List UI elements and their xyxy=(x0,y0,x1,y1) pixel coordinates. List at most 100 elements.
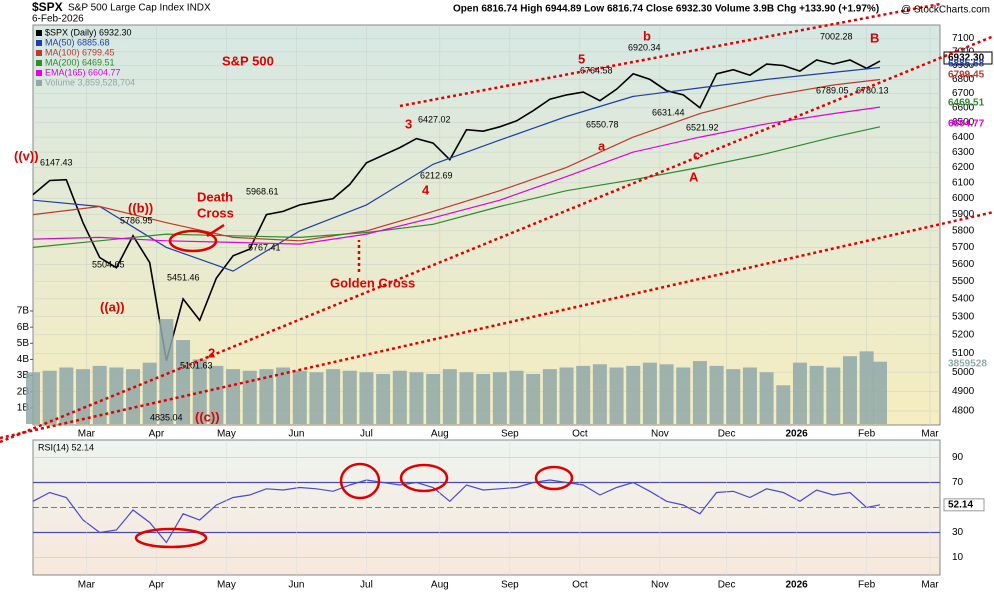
annotation: 6764.58 xyxy=(580,65,613,75)
volume-bar xyxy=(426,373,441,424)
volume-bar xyxy=(26,372,40,424)
volume-bar xyxy=(576,365,591,424)
volume-bar xyxy=(326,369,341,424)
volume-bar xyxy=(872,361,887,424)
y-tick-label: 5000 xyxy=(952,367,975,378)
volume-bar xyxy=(459,372,474,424)
annotation: Death xyxy=(197,189,233,204)
x-tick-label: Jul xyxy=(360,580,373,591)
x-tick-label: Aug xyxy=(431,429,449,440)
volume-bar xyxy=(292,370,307,424)
legend-entry: $SPX (Daily) 6932.30 xyxy=(45,27,132,37)
ellipse xyxy=(399,463,449,493)
y-tick-label: 5600 xyxy=(952,259,975,270)
x-tick-label: Oct xyxy=(572,580,588,591)
y-tick-label: 90 xyxy=(952,452,964,463)
y-tick-label: 5300 xyxy=(952,311,975,322)
x-tick-label: Mar xyxy=(78,429,96,440)
y-tick-label: 6900 xyxy=(952,60,975,71)
annotation: 5101.63 xyxy=(180,360,213,370)
y-tick-label: 4900 xyxy=(952,386,975,397)
volume-bar xyxy=(526,373,541,424)
annotation: 6780.13 xyxy=(856,85,889,95)
volume-bar xyxy=(559,367,574,424)
last-value-label: 6799.45 xyxy=(948,70,985,81)
volume-bar xyxy=(109,367,124,424)
legend-entry: Volume 3,859,528,704 xyxy=(45,77,135,87)
source: @ StockCharts.com xyxy=(901,5,990,16)
annotation: c xyxy=(693,147,700,162)
legend-swatch xyxy=(36,30,42,36)
price-line xyxy=(32,59,881,362)
volume-bar xyxy=(809,365,824,424)
x-tick-label: 2026 xyxy=(785,580,808,591)
annotation: 6550.78 xyxy=(586,119,619,129)
volume-bar xyxy=(826,367,841,424)
y-tick-label: 6400 xyxy=(952,132,975,143)
volume-bar xyxy=(242,370,257,424)
last-value-label: 6932.30 xyxy=(948,53,985,64)
volume-bar xyxy=(742,367,757,424)
quote: Open 6816.74 High 6944.89 Low 6816.74 Cl… xyxy=(453,4,879,15)
volume-bar xyxy=(309,372,324,424)
annotation: 5504.65 xyxy=(92,259,125,269)
volume-bar xyxy=(259,369,274,424)
y2-tick-label: 4B xyxy=(17,354,30,365)
x-tick-label: Dec xyxy=(718,580,736,591)
last-value-label: 3859528 xyxy=(948,359,987,370)
y-tick-label: 7100 xyxy=(952,33,975,44)
x-tick-label: Mar xyxy=(921,580,939,591)
x-tick-label: Dec xyxy=(718,429,736,440)
y-tick-label: 5200 xyxy=(952,329,975,340)
volume-bar xyxy=(759,372,774,424)
moving-average xyxy=(32,106,881,245)
volume-bar xyxy=(776,385,791,424)
annotation: 6212.69 xyxy=(420,170,453,180)
y-tick-label: 5800 xyxy=(952,225,975,236)
moving-average xyxy=(32,78,881,242)
legend-entry: MA(50) 6885.68 xyxy=(45,37,110,47)
y-tick-label: 5400 xyxy=(952,294,975,305)
moving-average xyxy=(32,66,881,272)
annotation: 6789.05 xyxy=(816,85,849,95)
annotation: ((b)) xyxy=(128,200,153,215)
legend-swatch xyxy=(36,40,42,46)
annotation: a xyxy=(598,138,606,153)
annotation: 5767.41 xyxy=(248,242,281,252)
annotation: 6521.92 xyxy=(686,122,719,132)
annotation: 5451.46 xyxy=(167,272,200,282)
ellipse xyxy=(168,229,218,253)
volume-bar xyxy=(359,372,374,424)
subtitle: S&P 500 Large Cap Index INDX xyxy=(68,3,211,14)
y-tick-label: 6500 xyxy=(952,117,975,128)
annotation: 3 xyxy=(405,116,412,131)
x-tick-label: 2026 xyxy=(785,429,808,440)
annotation: 5968.61 xyxy=(246,186,279,196)
volume-bar xyxy=(642,362,657,424)
volume-bar xyxy=(126,369,141,424)
legend-entry: EMA(165) 6604.77 xyxy=(45,67,121,77)
x-tick-label: Mar xyxy=(921,429,939,440)
legend-entry: MA(100) 6799.45 xyxy=(45,47,115,57)
volume-bar xyxy=(442,369,457,424)
y2-tick-label: 5B xyxy=(17,338,30,349)
annotation: 4 xyxy=(422,182,430,197)
legend-entry: MA(200) 6469.51 xyxy=(45,57,115,67)
last-value-label: 52.14 xyxy=(948,499,973,510)
volume-bar xyxy=(709,365,724,424)
annotation: 6427.02 xyxy=(418,114,451,124)
volume-bar xyxy=(59,367,74,424)
last-value-label: 6885.68 xyxy=(948,59,985,70)
y-tick-label: 5700 xyxy=(952,242,975,253)
x-tick-label: Sep xyxy=(501,429,519,440)
annotation: 5786.95 xyxy=(120,215,153,225)
x-tick-label: Jun xyxy=(288,429,304,440)
annotation: ((c)) xyxy=(195,409,220,424)
volume-bar xyxy=(726,369,741,424)
ellipse xyxy=(339,462,381,500)
x-tick-label: Oct xyxy=(572,429,588,440)
volume-bar xyxy=(42,370,57,424)
annotation: 6920.34 xyxy=(628,42,661,52)
y-tick-label: 6300 xyxy=(952,147,975,158)
x-tick-label: Feb xyxy=(858,429,876,440)
